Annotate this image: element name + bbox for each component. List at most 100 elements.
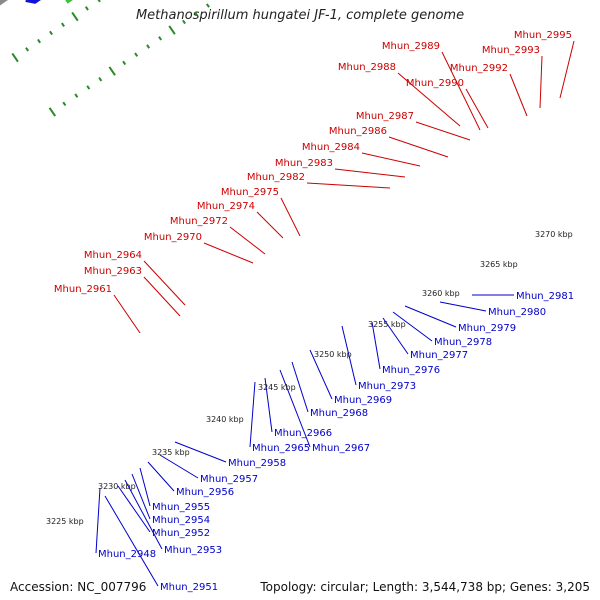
accession-text: Accession: NC_007796 [10,580,147,594]
forward-gene-label: Mhun_2970 [144,232,202,243]
forward-gene-label: Mhun_2990 [406,78,464,89]
forward-leader-line [203,242,254,264]
backbone-highlight [0,0,600,26]
forward-gene-label: Mhun_2983 [275,158,333,169]
reverse-leader-line [341,325,357,386]
reverse-leader-line [124,479,163,550]
ruler-label: 3240 kbp [206,415,244,424]
forward-gene-label: Mhun_2984 [302,142,360,153]
ruler-label: 3260 kbp [422,289,460,298]
tick-mark [84,6,89,11]
forward-gene-label: Mhun_2988 [338,62,396,73]
reverse-leader-line [117,485,151,533]
gene-feature [65,0,74,4]
forward-gene-label: Mhun_2961 [54,284,112,295]
ruler-label: 3245 kbp [258,383,296,392]
tick-mark [61,22,65,27]
forward-leader-line [415,121,471,141]
reverse-leader-line [392,311,433,342]
backbone-band [0,0,8,6]
ruler-label: 3255 kbp [368,320,406,329]
tick-mark [205,3,210,8]
reverse-gene-label: Mhun_2967 [312,443,370,454]
tick-mark [49,30,53,36]
ruler-label: 3270 kbp [535,230,573,239]
forward-leader-line [465,88,489,129]
forward-leader-line [334,168,406,178]
tick-mark [182,19,186,25]
reverse-leader-line [382,317,409,355]
tick-mark [48,107,57,117]
forward-gene-label: Mhun_2987 [356,111,414,122]
ruler-label: 3235 kbp [152,448,190,457]
forward-leader-line [229,226,266,255]
tick-mark [146,44,151,49]
forward-gene-label: Mhun_2982 [247,172,305,183]
reverse-leader-line [95,487,101,554]
forward-gene-label: Mhun_2963 [84,266,142,277]
forward-leader-line [113,294,141,334]
map-title: Methanospirillum hungatei JF-1, complete… [135,8,465,23]
tick-mark [194,11,198,16]
ruler-label: 3265 kbp [480,260,518,269]
tick-mark [122,60,127,66]
forward-gene-label: Mhun_2972 [170,216,228,227]
reverse-gene-label: Mhun_2956 [176,487,234,498]
tick-mark [25,47,30,52]
tick-mark [11,52,19,63]
forward-leader-line [143,276,181,317]
forward-leader-line [388,136,449,158]
forward-gene-label: Mhun_2992 [450,63,508,74]
forward-leader-line [441,51,481,131]
reverse-gene-label: Mhun_2977 [410,350,468,361]
reverse-leader-line [174,441,227,463]
reverse-leader-line [249,381,256,448]
forward-leader-line [361,152,421,167]
forward-gene-label: Mhun_2989 [382,41,440,52]
reverse-gene-label: Mhun_2954 [152,515,210,526]
forward-leader-line [509,73,528,117]
ruler-label: 3230 kbp [98,482,136,491]
reverse-gene-label: Mhun_2968 [310,408,368,419]
forward-gene-label: Mhun_2975 [221,187,279,198]
forward-gene-label: Mhun_2974 [197,201,255,212]
tick-mark [71,11,79,22]
reverse-leader-line [159,454,199,479]
genome-summary-text: Topology: circular; Length: 3,544,738 bp… [260,580,590,594]
reverse-gene-label: Mhun_2955 [152,502,210,513]
forward-gene-label: Mhun_2986 [329,126,387,137]
reverse-gene-label: Mhun_2958 [228,458,286,469]
reverse-gene-label: Mhun_2948 [98,549,156,560]
ruler-label: 3225 kbp [46,517,84,526]
ruler-label: 3250 kbp [314,350,352,359]
reverse-gene-label: Mhun_2957 [200,474,258,485]
reverse-gene-label: Mhun_2966 [274,428,332,439]
reverse-leader-line [104,495,159,587]
reverse-gene-label: Mhun_2973 [358,381,416,392]
tick-mark [134,52,139,57]
reverse-leader-line [404,305,457,328]
reverse-gene-label: Mhun_2976 [382,365,440,376]
tick-mark [168,25,176,35]
tick-mark [158,36,163,41]
reverse-gene-label: Mhun_2979 [458,323,516,334]
reverse-gene-label: Mhun_2981 [516,291,574,302]
tick-mark [97,0,101,3]
forward-leader-line [256,211,284,239]
reverse-leader-line [131,473,151,520]
reverse-leader-line [279,369,311,448]
forward-leader-line [539,55,543,109]
reverse-gene-label: Mhun_2980 [488,307,546,318]
forward-leader-line [143,260,186,306]
forward-gene-label: Mhun_2995 [514,30,572,41]
gene-feature [25,0,42,5]
reverse-gene-label: Mhun_2953 [164,545,222,556]
reverse-leader-line [371,321,381,370]
tick-mark [108,66,116,76]
tick-mark [98,77,103,82]
reverse-leader-line [291,361,309,413]
reverse-leader-line [139,467,151,507]
tick-mark [86,85,91,90]
tick-mark [74,93,79,98]
reverse-gene-label: Mhun_2969 [334,395,392,406]
